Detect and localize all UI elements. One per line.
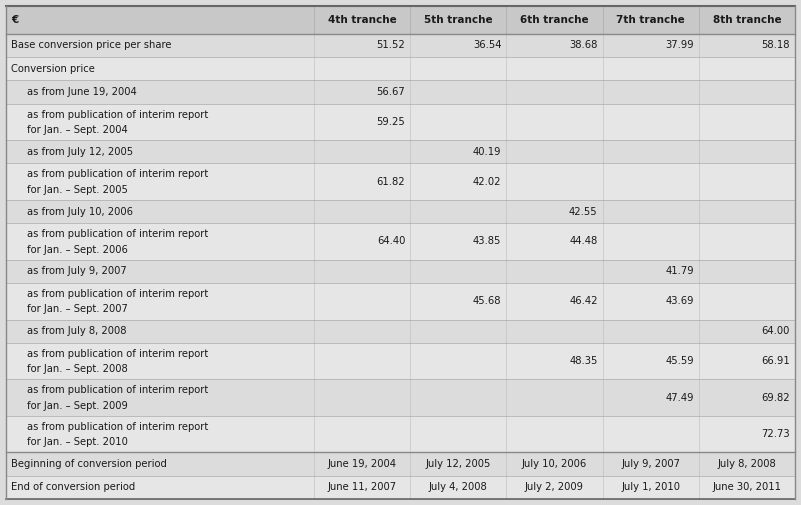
Bar bbox=[6, 140, 795, 164]
Text: 43.69: 43.69 bbox=[666, 296, 694, 307]
Bar bbox=[6, 260, 795, 283]
Text: July 2, 2009: July 2, 2009 bbox=[525, 482, 584, 492]
Bar bbox=[6, 34, 795, 57]
Text: June 19, 2004: June 19, 2004 bbox=[328, 459, 396, 469]
Text: €: € bbox=[11, 15, 18, 25]
Text: 7th tranche: 7th tranche bbox=[616, 15, 685, 25]
Text: 56.67: 56.67 bbox=[376, 87, 405, 97]
Text: 8th tranche: 8th tranche bbox=[713, 15, 781, 25]
Text: as from July 12, 2005: as from July 12, 2005 bbox=[27, 147, 133, 157]
Text: for Jan. – Sept. 2007: for Jan. – Sept. 2007 bbox=[27, 305, 128, 314]
Text: as from publication of interim report: as from publication of interim report bbox=[27, 349, 208, 359]
Text: as from publication of interim report: as from publication of interim report bbox=[27, 169, 208, 179]
Text: as from publication of interim report: as from publication of interim report bbox=[27, 422, 208, 432]
Text: for Jan. – Sept. 2008: for Jan. – Sept. 2008 bbox=[27, 364, 127, 374]
Text: 58.18: 58.18 bbox=[762, 40, 790, 50]
Text: Conversion price: Conversion price bbox=[11, 64, 95, 74]
Bar bbox=[6, 164, 795, 200]
Text: for Jan. – Sept. 2010: for Jan. – Sept. 2010 bbox=[27, 437, 128, 447]
Text: as from July 8, 2008: as from July 8, 2008 bbox=[27, 326, 127, 336]
Bar bbox=[6, 476, 795, 499]
Text: 4th tranche: 4th tranche bbox=[328, 15, 396, 25]
Text: 66.91: 66.91 bbox=[761, 356, 790, 366]
Text: 36.54: 36.54 bbox=[473, 40, 501, 50]
Text: 41.79: 41.79 bbox=[665, 267, 694, 276]
Text: 48.35: 48.35 bbox=[570, 356, 598, 366]
Bar bbox=[6, 57, 795, 80]
Text: 51.52: 51.52 bbox=[376, 40, 405, 50]
Text: 69.82: 69.82 bbox=[762, 392, 790, 402]
Text: as from publication of interim report: as from publication of interim report bbox=[27, 289, 208, 299]
Text: for Jan. – Sept. 2005: for Jan. – Sept. 2005 bbox=[27, 185, 128, 195]
Text: 72.73: 72.73 bbox=[762, 429, 790, 439]
Text: as from July 9, 2007: as from July 9, 2007 bbox=[27, 267, 127, 276]
Text: June 30, 2011: June 30, 2011 bbox=[712, 482, 782, 492]
Text: 47.49: 47.49 bbox=[666, 392, 694, 402]
Text: 6th tranche: 6th tranche bbox=[520, 15, 589, 25]
Bar bbox=[6, 104, 795, 140]
Text: 59.25: 59.25 bbox=[376, 117, 405, 127]
Bar bbox=[6, 452, 795, 476]
Text: as from publication of interim report: as from publication of interim report bbox=[27, 385, 208, 395]
Text: 64.00: 64.00 bbox=[762, 326, 790, 336]
Text: 43.85: 43.85 bbox=[473, 236, 501, 246]
Text: July 9, 2007: July 9, 2007 bbox=[622, 459, 680, 469]
Text: July 4, 2008: July 4, 2008 bbox=[429, 482, 488, 492]
Bar bbox=[6, 283, 795, 320]
Bar bbox=[6, 223, 795, 260]
Text: Base conversion price per share: Base conversion price per share bbox=[11, 40, 171, 50]
Bar bbox=[6, 6, 795, 34]
Bar bbox=[6, 416, 795, 452]
Text: End of conversion period: End of conversion period bbox=[11, 482, 135, 492]
Text: July 12, 2005: July 12, 2005 bbox=[425, 459, 491, 469]
Text: for Jan. – Sept. 2009: for Jan. – Sept. 2009 bbox=[27, 400, 128, 411]
Text: 46.42: 46.42 bbox=[569, 296, 598, 307]
Text: July 8, 2008: July 8, 2008 bbox=[718, 459, 776, 469]
Bar bbox=[6, 320, 795, 343]
Text: June 11, 2007: June 11, 2007 bbox=[328, 482, 396, 492]
Text: for Jan. – Sept. 2006: for Jan. – Sept. 2006 bbox=[27, 244, 128, 255]
Text: 64.40: 64.40 bbox=[376, 236, 405, 246]
Bar bbox=[6, 343, 795, 379]
Text: Beginning of conversion period: Beginning of conversion period bbox=[11, 459, 167, 469]
Bar bbox=[6, 80, 795, 104]
Text: 42.55: 42.55 bbox=[569, 207, 598, 217]
Bar bbox=[6, 200, 795, 223]
Text: 38.68: 38.68 bbox=[570, 40, 598, 50]
Text: as from publication of interim report: as from publication of interim report bbox=[27, 110, 208, 120]
Text: 5th tranche: 5th tranche bbox=[424, 15, 493, 25]
Text: 37.99: 37.99 bbox=[665, 40, 694, 50]
Text: as from publication of interim report: as from publication of interim report bbox=[27, 229, 208, 239]
Text: July 10, 2006: July 10, 2006 bbox=[522, 459, 587, 469]
Bar bbox=[6, 379, 795, 416]
Text: as from June 19, 2004: as from June 19, 2004 bbox=[27, 87, 137, 97]
Text: 61.82: 61.82 bbox=[376, 177, 405, 187]
Text: 44.48: 44.48 bbox=[570, 236, 598, 246]
Text: for Jan. – Sept. 2004: for Jan. – Sept. 2004 bbox=[27, 125, 127, 135]
Text: 45.59: 45.59 bbox=[665, 356, 694, 366]
Text: 45.68: 45.68 bbox=[473, 296, 501, 307]
Text: July 1, 2010: July 1, 2010 bbox=[622, 482, 680, 492]
Text: as from July 10, 2006: as from July 10, 2006 bbox=[27, 207, 133, 217]
Text: 40.19: 40.19 bbox=[473, 147, 501, 157]
Text: 42.02: 42.02 bbox=[473, 177, 501, 187]
